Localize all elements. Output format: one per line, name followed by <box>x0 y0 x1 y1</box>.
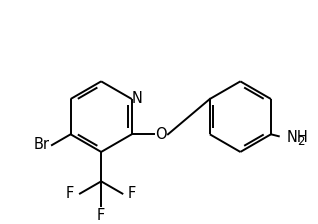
Text: O: O <box>155 127 167 142</box>
Text: F: F <box>97 208 105 223</box>
Text: 2: 2 <box>298 135 305 148</box>
Text: NH: NH <box>287 130 308 145</box>
Text: N: N <box>131 90 142 106</box>
Text: F: F <box>66 186 74 201</box>
Text: F: F <box>128 186 136 201</box>
Text: Br: Br <box>34 137 50 152</box>
